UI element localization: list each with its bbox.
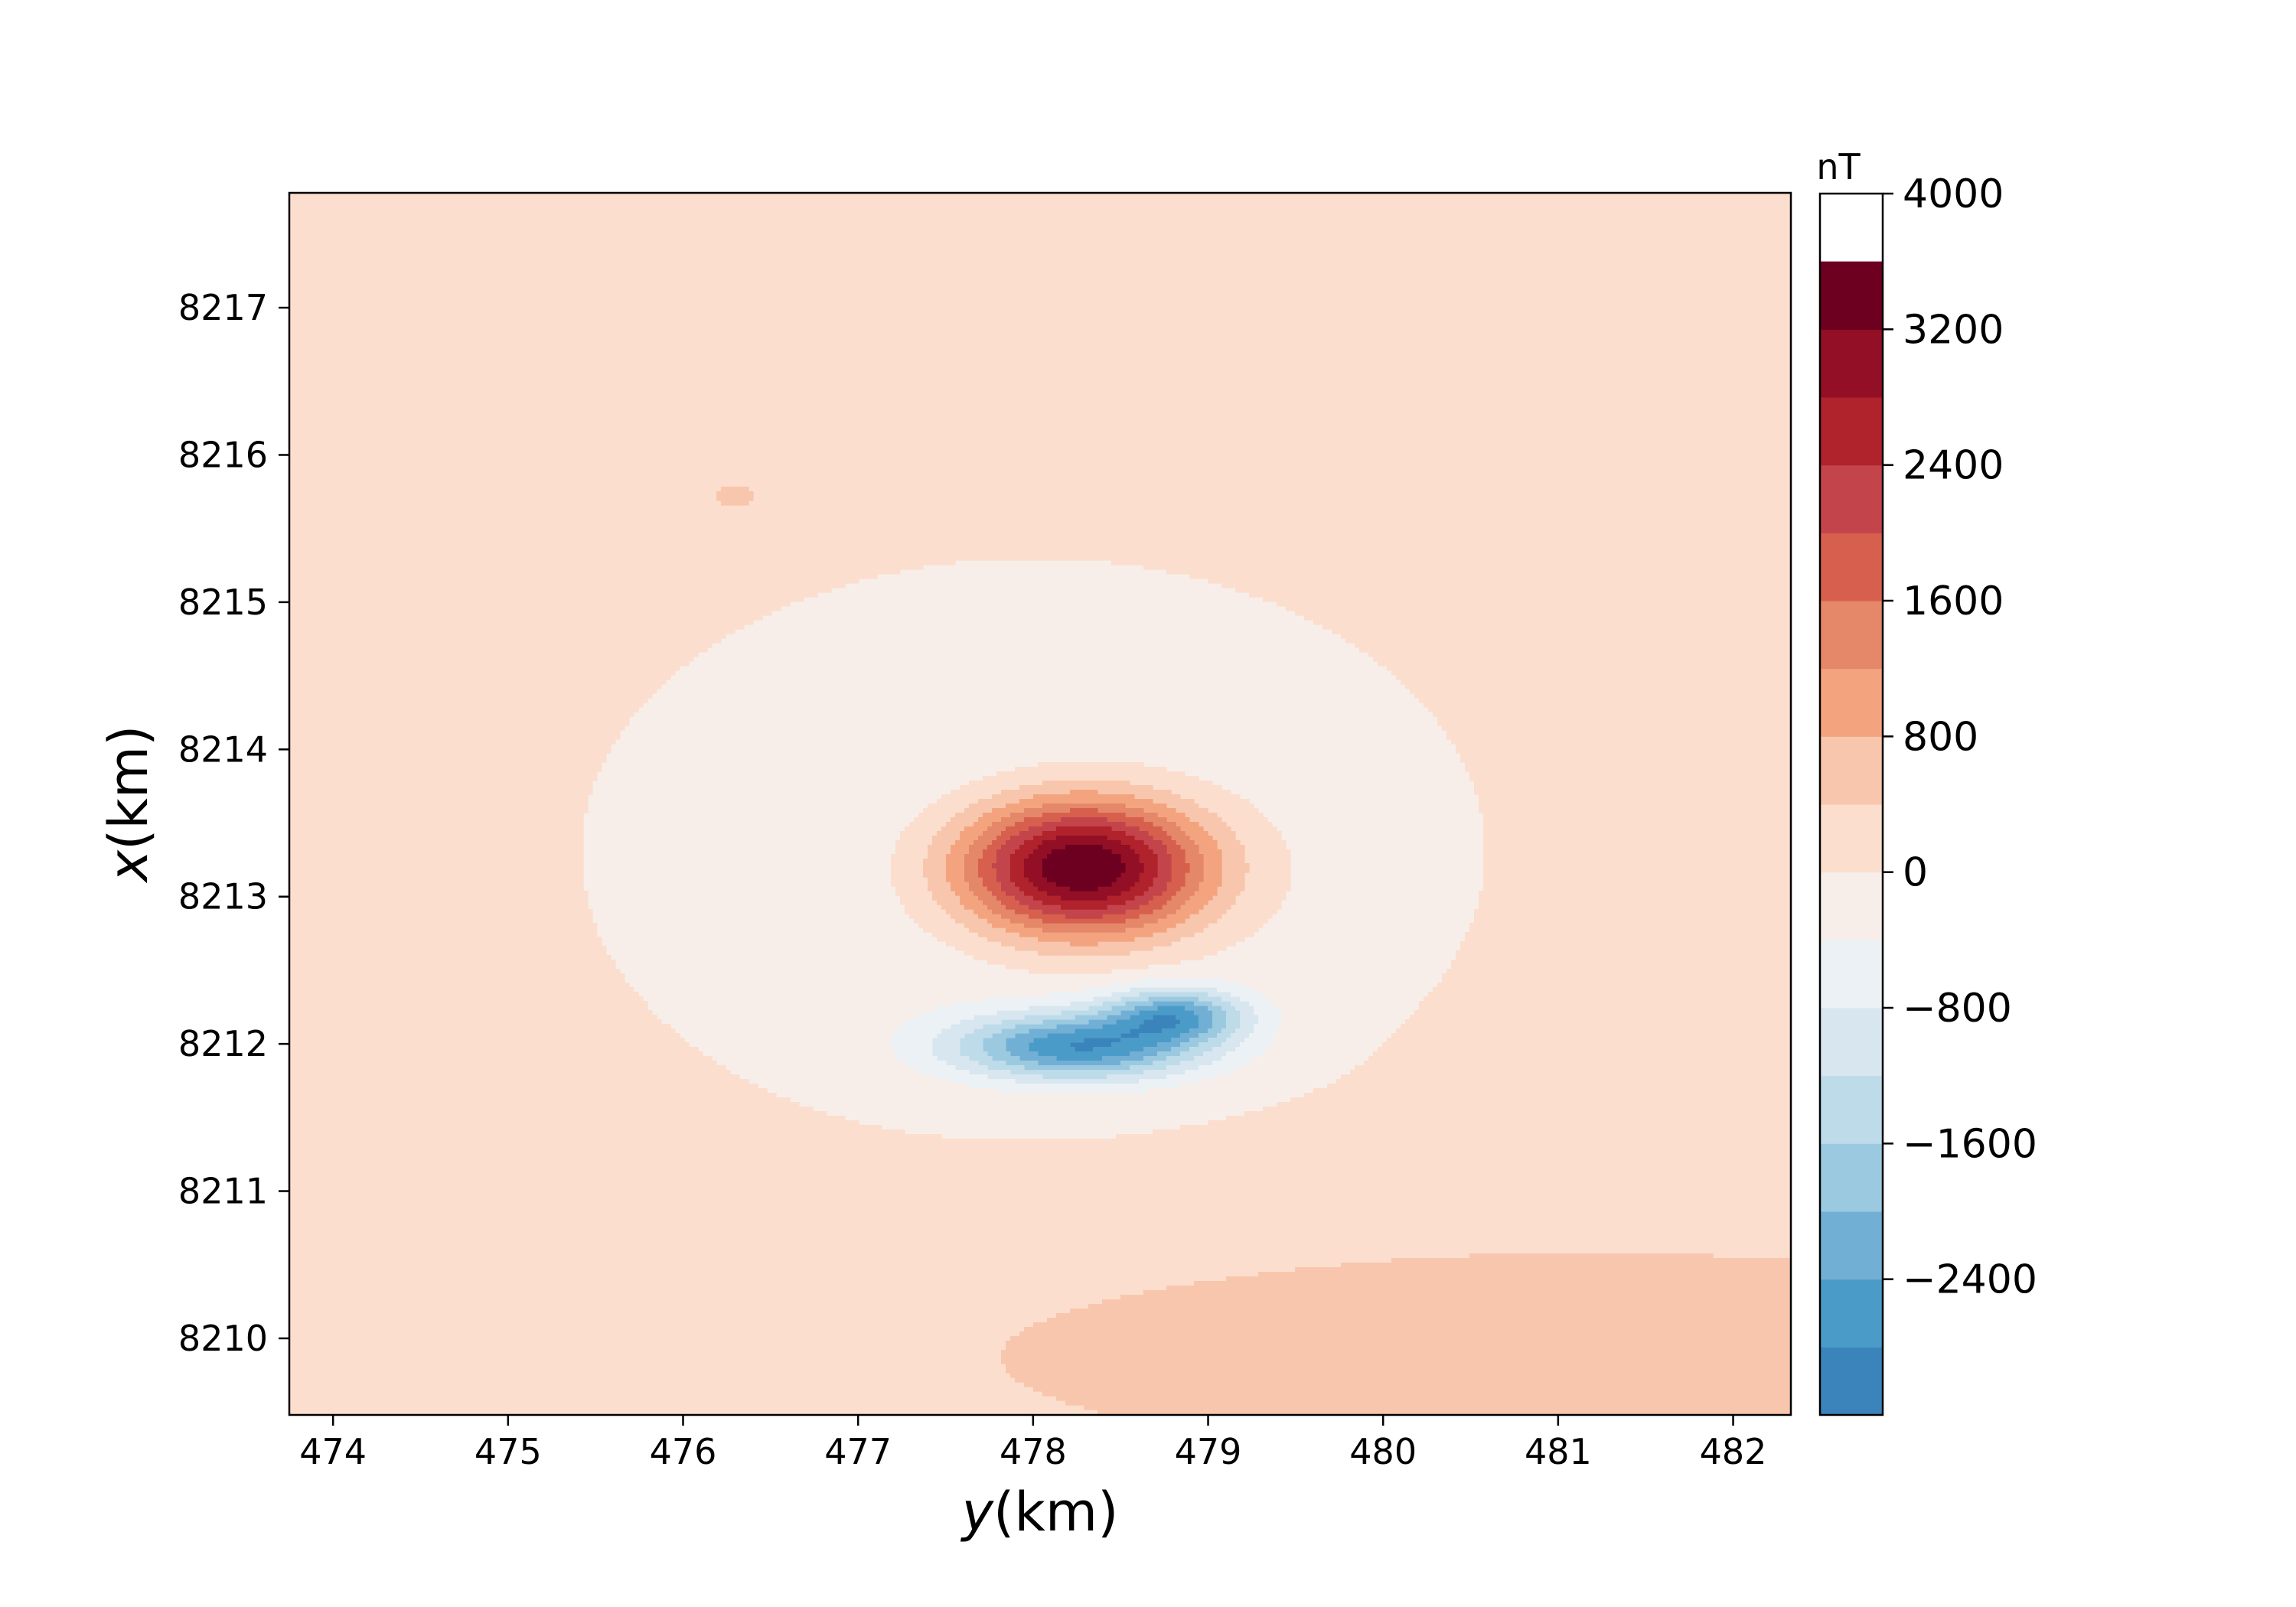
- colorbar-tick-label: 3200: [1903, 307, 2004, 353]
- y-tick-label: 8213: [178, 876, 268, 918]
- colorbar-tick-label: 0: [1903, 850, 1928, 896]
- colorbar-tick-label: 4000: [1903, 171, 2004, 217]
- y-tick-label: 8214: [178, 729, 268, 770]
- colorbar-segment: [1820, 872, 1883, 940]
- contour-band-0: [289, 193, 1792, 1416]
- x-tick-label: 479: [1175, 1431, 1242, 1472]
- colorbar-segment: [1820, 668, 1883, 737]
- colorbar-tick-label: −1600: [1903, 1121, 2037, 1167]
- x-tick-label: 476: [650, 1431, 717, 1472]
- colorbar-segment: [1820, 1279, 1883, 1348]
- contour-band--2000: [983, 996, 1227, 1071]
- y-tick-label: 8211: [178, 1171, 268, 1212]
- colorbar-tick-label: −2400: [1903, 1257, 2037, 1303]
- x-tick-label: 481: [1525, 1431, 1592, 1472]
- x-tick-label: 482: [1700, 1431, 1767, 1472]
- y-tick-label: 8210: [178, 1318, 268, 1359]
- contour-band-3200: [1042, 845, 1126, 892]
- contour-band-400: [716, 487, 1792, 1416]
- colorbar-tick-label: 2400: [1903, 443, 2004, 489]
- x-axis: 474 475 476 477 478 479 480 481 482: [299, 1415, 1766, 1472]
- colorbar-segment: [1820, 1008, 1883, 1077]
- y-tick-label: 8212: [178, 1023, 268, 1064]
- x-tick-label: 475: [475, 1431, 542, 1472]
- x-axis-label: y(km): [960, 1481, 1119, 1543]
- colorbar-segment: [1820, 464, 1883, 533]
- contour-band--1200: [932, 987, 1259, 1084]
- colorbar: 4000 3200 2400 1600 800 0 −800 −1600 −2400: [1818, 171, 2037, 1416]
- colorbar-segment: [1820, 1211, 1883, 1280]
- contour-band--800: [891, 978, 1282, 1094]
- colorbar-segment: [1820, 736, 1883, 805]
- y-axis-label: x(km): [97, 725, 160, 884]
- colorbar-segment: [1820, 1143, 1883, 1212]
- colorbar-segment: [1820, 329, 1883, 398]
- y-tick-label: 8217: [178, 287, 268, 328]
- contour-field: [289, 193, 1792, 1416]
- x-tick-label: 474: [299, 1431, 367, 1472]
- colorbar-segment: [1820, 940, 1883, 1009]
- y-axis: 8210 8211 8212 8213 8214 8215 8216 8217: [178, 287, 289, 1359]
- x-tick-label: 477: [824, 1431, 892, 1472]
- x-tick-label: 480: [1349, 1431, 1417, 1472]
- colorbar-unit-label: nT: [1816, 146, 1861, 187]
- colorbar-segment: [1820, 397, 1883, 466]
- y-tick-label: 8216: [178, 434, 268, 475]
- colorbar-tick-label: −800: [1903, 986, 2012, 1032]
- colorbar-segment: [1820, 804, 1883, 873]
- colorbar-segment: [1820, 261, 1883, 330]
- colorbar-tick-label: 800: [1903, 714, 1978, 760]
- y-tick-label: 8215: [178, 582, 268, 623]
- colorbar-segment: [1820, 1347, 1883, 1416]
- contour-band--400: [583, 560, 1484, 1139]
- plot-area: [288, 191, 1792, 1416]
- colorbar-segment: [1820, 601, 1883, 670]
- colorbar-segment: [1820, 533, 1883, 601]
- colorbar-segment: [1820, 1075, 1883, 1144]
- contour-band--1600: [960, 992, 1241, 1080]
- colorbar-tick-label: 1600: [1903, 579, 2004, 624]
- x-tick-label: 478: [1000, 1431, 1067, 1472]
- contour-band-2800: [1024, 836, 1144, 901]
- contour-band--2400: [1006, 1001, 1213, 1066]
- plot-frame: [288, 191, 1792, 1416]
- colorbar-frame: [1818, 192, 1884, 1416]
